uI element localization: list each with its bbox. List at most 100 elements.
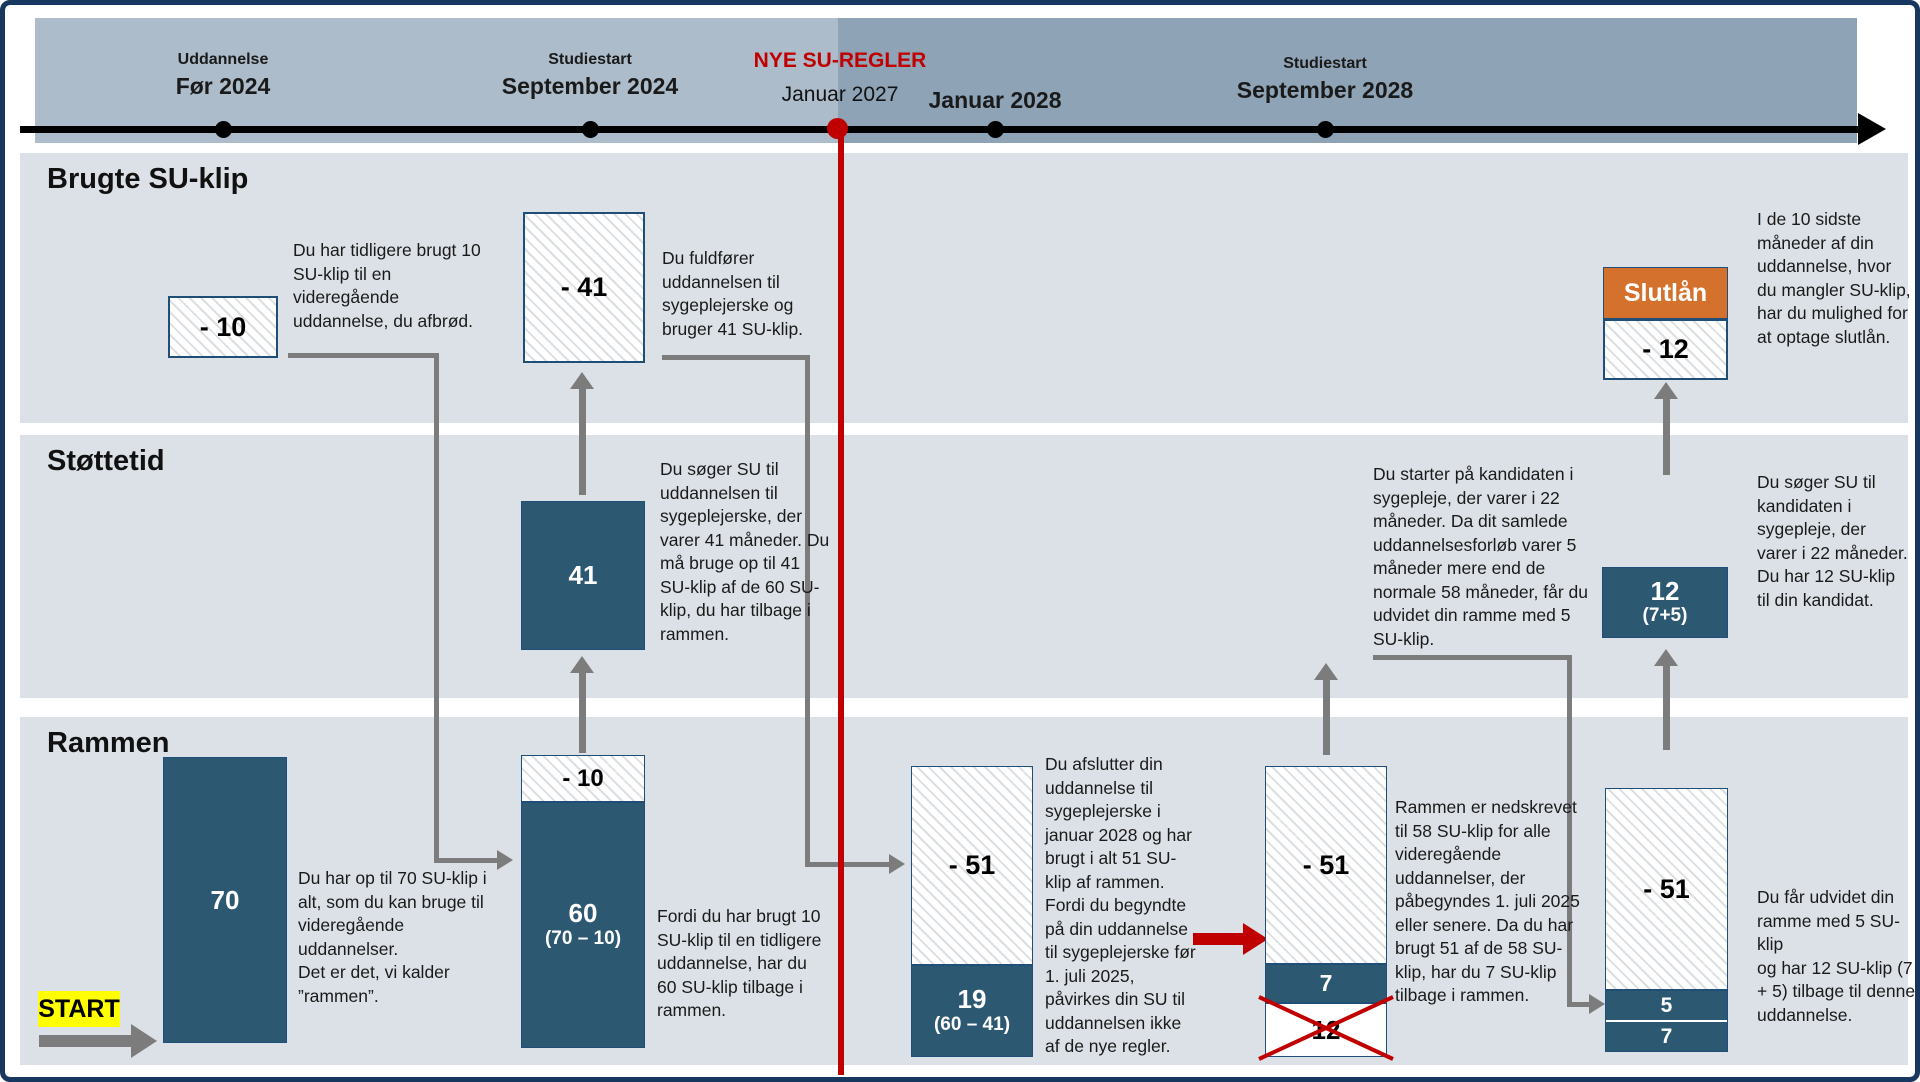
text-apply-su-kandidat: Du søger SU til kandidaten i sygepleje, …: [1757, 472, 1908, 610]
connector-kandidat-v: [1567, 655, 1572, 1007]
frame-bar-kandidat-deducted: - 51: [1606, 789, 1727, 991]
milestone-3-date: Januar 2027: [781, 83, 899, 106]
start-arrow-icon: [131, 1024, 157, 1058]
frame-bar-kandidat-plus5: 5: [1606, 991, 1727, 1020]
frame-bar-60: - 10 60 (70 – 10): [521, 755, 645, 1048]
connector-minus10-h2: [434, 858, 497, 863]
frame-bar-7-deduct-value: - 51: [1302, 849, 1350, 880]
used-box-minus41-value: - 41: [560, 272, 608, 302]
timeline-dot-sep-2024: [582, 121, 599, 138]
frame-bar-19-value: 19: [957, 984, 987, 1015]
connector-minus10-arrow-icon: [497, 850, 513, 870]
arrow-up-slutlan-shaft: [1663, 398, 1670, 475]
frame-bar-60-value: 60: [568, 898, 598, 929]
slutlan-label: Slutlån: [1623, 278, 1708, 307]
frame-bar-19-remaining: 19 (60 – 41): [912, 966, 1032, 1056]
connector-minus41-h2: [805, 862, 889, 867]
red-arrow-icon: [1243, 923, 1268, 955]
frame-bar-19-deducted: - 51: [912, 767, 1032, 966]
frame-bar-60-remaining: 60 (70 – 10): [522, 803, 644, 1047]
arrow-up-60-shaft: [579, 672, 586, 753]
frame-bar-7-deducted: - 51: [1266, 767, 1386, 965]
timeline-band-after-rules: [838, 18, 1857, 143]
frame-bar-kandidat-plus5-value: 5: [1660, 993, 1673, 1017]
text-slutlan: I de 10 sidste måneder af din uddannelse…: [1757, 209, 1911, 347]
text-finish-nurse: Du afslutter din uddannelse til sygeplej…: [1045, 754, 1196, 1056]
milestone-1-label: Uddannelse: [177, 51, 269, 68]
arrow-up-60-tip-icon: [570, 656, 594, 673]
support-bar-41: 41: [521, 501, 645, 650]
milestone-5-label: Studiestart: [1283, 55, 1367, 72]
milestone-4-date: Januar 2028: [928, 87, 1062, 113]
red-arrow-shaft: [1193, 933, 1243, 945]
arrow-up-12box-tip-icon: [1654, 649, 1678, 666]
timeline-dot-sep-2028: [1317, 121, 1334, 138]
text-frame-reduced: Rammen er nedskrevet til 58 SU-klip for …: [1395, 797, 1580, 1005]
arrow-up-12box-shaft: [1663, 665, 1670, 750]
used-box-minus10: - 10: [168, 296, 278, 358]
milestone-2-label: Studiestart: [548, 51, 632, 68]
milestone-5-date: September 2028: [1236, 77, 1414, 103]
band-title-used-su: Brugte SU-klip: [47, 163, 249, 195]
arrow-up-41-shaft: [579, 388, 586, 495]
support-box-12: 12 (7+5): [1602, 567, 1728, 638]
frame-bar-19: - 51 19 (60 – 41): [911, 766, 1033, 1057]
support-box-12-value: 12: [1650, 575, 1680, 606]
band-title-support-time: Støttetid: [47, 445, 165, 477]
used-box-minus12: - 12: [1603, 319, 1728, 380]
text-previous-education: Du har tidligere brugt 10 SU-klip til en…: [293, 240, 481, 331]
timeline-band-before-rules: [35, 18, 838, 143]
connector-kandidat-h1: [1373, 655, 1572, 660]
connector-minus41-h1: [662, 355, 810, 360]
text-frame-70: Du har op til 70 SU-klip i alt, som du k…: [298, 868, 487, 1006]
start-label: START: [38, 994, 120, 1023]
connector-minus41-arrow-icon: [889, 854, 905, 874]
frame-bar-70: 70: [163, 757, 287, 1043]
support-box-12-calc: (7+5): [1642, 605, 1688, 627]
new-rules-title: NYE SU-REGLER: [753, 49, 927, 72]
frame-bar-19-deduct-value: - 51: [948, 850, 996, 880]
connector-kandidat-h2: [1567, 1002, 1589, 1007]
new-rules-divider-line: [838, 129, 844, 1075]
red-cross-icon: [1258, 995, 1394, 1061]
timeline-dot-before-2024: [215, 121, 232, 138]
frame-bar-60-deducted: - 10: [522, 756, 644, 803]
text-frame-60: Fordi du har brugt 10 SU-klip til en tid…: [657, 906, 822, 1020]
frame-bar-60-deduct-value: - 10: [562, 764, 604, 792]
frame-bar-70-value: 70: [210, 884, 240, 915]
arrow-up-ramme7-shaft: [1323, 679, 1330, 755]
timeline-axis: [20, 126, 1860, 133]
start-badge: START: [38, 991, 120, 1027]
frame-bar-kandidat-deduct-value: - 51: [1643, 873, 1690, 904]
support-bar-41-value: 41: [568, 560, 598, 591]
frame-bar-19-calc: (60 – 41): [933, 1013, 1011, 1035]
timeline-dot-jan-2028: [987, 121, 1004, 138]
milestone-2-date: September 2024: [501, 73, 679, 99]
milestone-1-date: Før 2024: [175, 73, 271, 99]
slutlan-box: Slutlån: [1603, 267, 1728, 319]
timeline-dot-new-rules-icon: [827, 118, 848, 139]
arrow-up-slutlan-tip-icon: [1654, 382, 1678, 399]
frame-bar-7-value: 7: [1319, 969, 1333, 996]
text-complete-nurse: Du fuldfører uddannelsen til sygeplejers…: [662, 248, 804, 339]
band-support-time: [20, 435, 1908, 698]
band-title-frame: Rammen: [47, 727, 170, 759]
frame-bar-kandidat-rest7: 7: [1606, 1020, 1727, 1051]
connector-minus10-h1: [288, 353, 439, 358]
arrow-up-ramme7-tip-icon: [1314, 663, 1338, 680]
text-frame-extended: Du får udvidet din ramme med 5 SU-klip o…: [1757, 887, 1916, 1025]
used-box-minus12-value: - 12: [1642, 334, 1689, 364]
arrow-up-41-tip-icon: [570, 372, 594, 389]
connector-minus41-v: [805, 355, 810, 867]
text-apply-su-nurse: Du søger SU til uddannelsen til sygeplej…: [660, 459, 830, 644]
timeline-arrowhead-icon: [1858, 113, 1886, 145]
used-box-minus10-value: - 10: [199, 311, 247, 342]
used-box-minus41: - 41: [523, 212, 645, 363]
frame-bar-kandidat-rest7-value: 7: [1660, 1024, 1673, 1048]
connector-minus10-v: [434, 353, 439, 863]
frame-bar-kandidat: - 51 5 7: [1605, 788, 1728, 1052]
connector-kandidat-arrow-icon: [1589, 994, 1605, 1014]
frame-bar-7-remaining: 7: [1266, 965, 1386, 1002]
text-start-kandidat: Du starter på kandidaten i sygepleje, de…: [1373, 464, 1588, 649]
